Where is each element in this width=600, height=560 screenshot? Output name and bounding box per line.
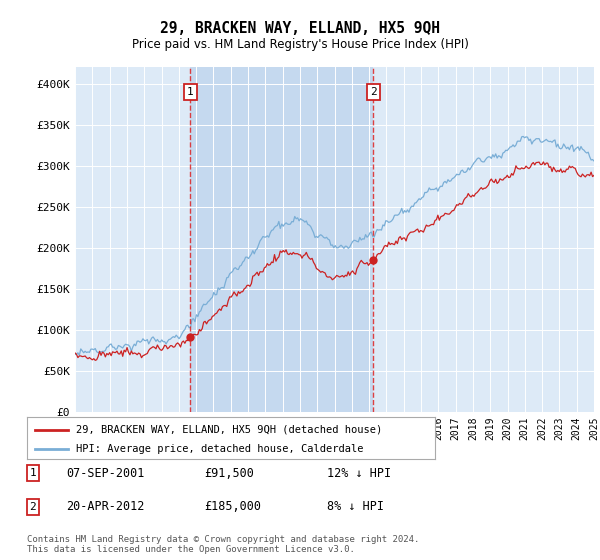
Text: 2: 2 [370, 87, 377, 97]
Text: 1: 1 [29, 468, 37, 478]
Text: HPI: Average price, detached house, Calderdale: HPI: Average price, detached house, Cald… [76, 444, 364, 454]
Text: 2: 2 [29, 502, 37, 512]
Text: 20-APR-2012: 20-APR-2012 [66, 500, 145, 514]
Text: Price paid vs. HM Land Registry's House Price Index (HPI): Price paid vs. HM Land Registry's House … [131, 38, 469, 51]
Text: 07-SEP-2001: 07-SEP-2001 [66, 466, 145, 480]
Text: 1: 1 [187, 87, 194, 97]
Text: 12% ↓ HPI: 12% ↓ HPI [327, 466, 391, 480]
Bar [190, 67, 373, 412]
Text: 29, BRACKEN WAY, ELLAND, HX5 9QH (detached house): 29, BRACKEN WAY, ELLAND, HX5 9QH (detach… [76, 425, 382, 435]
Text: 29, BRACKEN WAY, ELLAND, HX5 9QH: 29, BRACKEN WAY, ELLAND, HX5 9QH [160, 21, 440, 36]
Text: Contains HM Land Registry data © Crown copyright and database right 2024.
This d: Contains HM Land Registry data © Crown c… [27, 535, 419, 554]
Text: £185,000: £185,000 [204, 500, 261, 514]
Text: £91,500: £91,500 [204, 466, 254, 480]
Text: 8% ↓ HPI: 8% ↓ HPI [327, 500, 384, 514]
